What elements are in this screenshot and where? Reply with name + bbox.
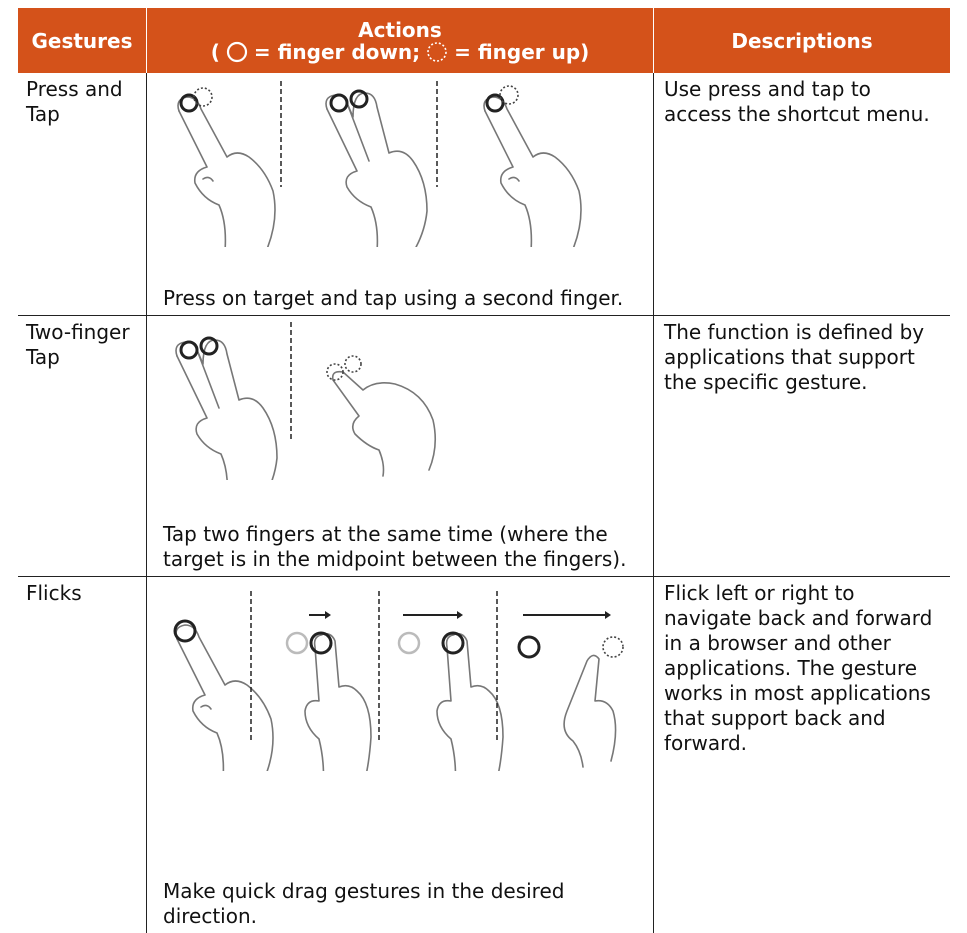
- finger-down-icon: [226, 41, 247, 62]
- header-cell: Actions ( = finger down; = finger up): [146, 8, 653, 73]
- illustration: [175, 322, 437, 480]
- header-cell: Gestures: [18, 8, 146, 73]
- action-cell: Make quick drag gestures in the desired …: [146, 577, 653, 933]
- illustration: [173, 591, 624, 771]
- table-row: Press and Tap Press on target and tap us…: [18, 73, 950, 316]
- header-descriptions: Descriptions: [731, 28, 873, 53]
- header-gestures: Gestures: [31, 28, 133, 53]
- header-cell: Descriptions: [653, 8, 950, 73]
- table-row: Two-finger Tap Tap two fingers at the sa…: [18, 316, 950, 577]
- action-caption: Tap two fingers at the same time (where …: [163, 522, 627, 571]
- action-caption: Press on target and tap using a second f…: [163, 286, 624, 310]
- legend-up: = finger up): [454, 39, 590, 64]
- illustration: [177, 81, 582, 247]
- gesture-table: Gestures Actions ( = finger down; = fing…: [18, 8, 950, 933]
- legend-open: (: [210, 39, 220, 64]
- header-legend: ( = finger down; = finger up): [211, 41, 590, 63]
- legend-down: = finger down;: [253, 39, 421, 64]
- gesture-cell: Two-finger Tap: [26, 320, 130, 369]
- description-cell: The function is defined by applications …: [653, 316, 950, 576]
- description-cell: Use press and tap to access the shortcut…: [653, 73, 950, 315]
- table-header: Gestures Actions ( = finger down; = fing…: [18, 8, 950, 73]
- gesture-cell: Flicks: [26, 581, 82, 605]
- table-row: Flicks Make quick drag gestures in the d…: [18, 577, 950, 933]
- finger-up-icon: [427, 41, 447, 62]
- description-cell: Flick left or right to navigate back and…: [653, 577, 950, 933]
- action-caption: Make quick drag gestures in the desired …: [163, 879, 565, 928]
- action-cell: Tap two fingers at the same time (where …: [146, 316, 653, 576]
- header-actions: Actions: [358, 17, 442, 42]
- gesture-cell: Press and Tap: [26, 77, 123, 126]
- action-cell: Press on target and tap using a second f…: [146, 73, 653, 315]
